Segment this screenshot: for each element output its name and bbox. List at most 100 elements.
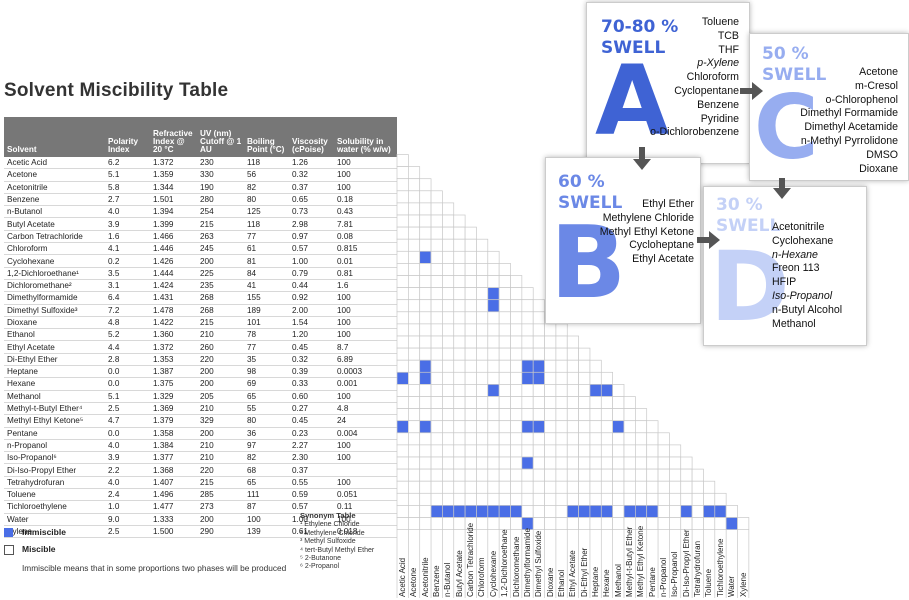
miscible-cell [555, 492, 568, 506]
miscible-cell [419, 311, 432, 325]
table-row: Xylene 2.5 1.500 290 139 0.61 0.018 [4, 525, 397, 539]
table-cell: Dimethyl Sulfoxide³ [4, 304, 105, 317]
miscible-cell [510, 323, 523, 337]
miscible-cell [430, 480, 443, 494]
table-cell: 230 [197, 157, 244, 170]
miscible-cell [566, 347, 579, 361]
table-cell: 1.353 [150, 353, 197, 367]
miscible-cell [430, 335, 443, 349]
miscible-cell [442, 250, 455, 264]
table-cell: 1.431 [150, 291, 197, 305]
miscible-cell [680, 456, 693, 470]
miscible-cell [510, 517, 523, 530]
miscible-cell [521, 384, 534, 397]
table-cell: 100 [334, 439, 397, 453]
table-cell: 1.496 [150, 488, 197, 502]
immiscible-cell [419, 250, 432, 264]
table-cell: 1.26 [289, 157, 334, 170]
table-cell: 0.0 [105, 377, 150, 391]
miscible-cell [419, 287, 432, 301]
miscible-cell [419, 226, 432, 240]
miscible-cell [464, 263, 477, 276]
table-cell: 0.45 [289, 414, 334, 428]
miscible-cell [419, 480, 432, 494]
miscible-cell [464, 480, 477, 494]
miscible-cell [578, 517, 591, 530]
table-cell: 97 [244, 439, 289, 453]
swell-d-pct: 30 % [716, 195, 763, 215]
table-cell: 3.5 [105, 267, 150, 280]
immiscible-cell [521, 359, 534, 373]
miscible-cell [408, 396, 421, 409]
miscible-cell [396, 335, 409, 349]
table-cell: Ethanol [4, 328, 105, 342]
column-label: n-Propanol [659, 557, 669, 597]
solvent-table: Solvent Polarity Index Refractive Index @ … [4, 117, 397, 539]
immiscible-cell [566, 505, 579, 518]
miscible-cell [430, 347, 443, 361]
table-cell: 80 [244, 414, 289, 428]
miscible-cell [464, 335, 477, 349]
column-label: Acetonitrile [420, 557, 430, 597]
column-label: Methanol [613, 564, 623, 597]
table-cell: 82 [244, 181, 289, 194]
miscible-cell [464, 323, 477, 337]
miscible-cell [442, 396, 455, 409]
miscible-cell [408, 311, 421, 325]
swell-a-solvents: Toluene TCB THF p-Xylene Chloroform Cycl… [650, 16, 739, 139]
table-row: 1,2-Dichloroethane¹ 3.5 1.444 225 84 0.79 0.81 [4, 267, 397, 280]
miscible-cell [453, 432, 466, 446]
table-cell: 2.4 [105, 488, 150, 502]
table-cell: 2.00 [289, 304, 334, 317]
immiscible-cell [498, 505, 511, 518]
miscible-cell [408, 371, 421, 385]
table-cell: 5.1 [105, 390, 150, 403]
column-header: Refractive Index @ 20 °C [150, 117, 197, 157]
table-cell: 8.7 [334, 340, 397, 354]
miscible-cell [521, 492, 534, 506]
miscible-cell [419, 432, 432, 446]
miscible-cell [680, 492, 693, 506]
miscible-cell [453, 238, 466, 252]
table-cell: 118 [244, 217, 289, 231]
miscible-cell [646, 432, 659, 446]
table-cell: 0.92 [289, 291, 334, 305]
miscible-cell [532, 323, 545, 337]
table-cell: 1.344 [150, 181, 197, 194]
table-row: Ethanol 5.2 1.360 210 78 1.20 100 [4, 328, 397, 342]
table-cell: 4.4 [105, 340, 150, 354]
miscible-cell [487, 275, 500, 288]
miscible-cell [408, 456, 421, 470]
table-row: n-Propanol 4.0 1.384 210 97 2.27 100 [4, 439, 397, 453]
miscible-cell [544, 408, 557, 422]
column-label: Dimethylformamide [522, 528, 532, 597]
miscible-cell [589, 432, 602, 446]
miscible-cell [419, 214, 432, 228]
miscible-cell [442, 287, 455, 301]
table-cell: 3.1 [105, 279, 150, 293]
table-cell: 5.1 [105, 168, 150, 182]
miscible-cell [646, 480, 659, 494]
miscible-cell [566, 371, 579, 385]
table-cell: 1.329 [150, 390, 197, 403]
miscible-cell [498, 517, 511, 530]
swell-d-label: SWELL [716, 216, 781, 236]
miscible-cell [725, 505, 738, 518]
table-row: Tichloroethylene 1.0 1.477 273 87 0.57 0.11 [4, 500, 397, 514]
miscible-cell [430, 226, 443, 240]
miscible-cell [487, 335, 500, 349]
table-cell: 78 [244, 328, 289, 342]
miscible-cell [589, 456, 602, 470]
column-label: Hexane [602, 569, 612, 597]
miscible-cell [408, 335, 421, 349]
miscible-cell [396, 311, 409, 325]
miscible-cell [430, 432, 443, 446]
miscible-cell [510, 311, 523, 325]
miscible-cell [544, 505, 557, 518]
miscible-cell [612, 505, 625, 518]
miscible-cell [487, 323, 500, 337]
table-cell: 100 [334, 291, 397, 305]
miscible-cell [464, 238, 477, 252]
miscible-cell [623, 456, 636, 470]
miscible-cell [657, 444, 670, 458]
